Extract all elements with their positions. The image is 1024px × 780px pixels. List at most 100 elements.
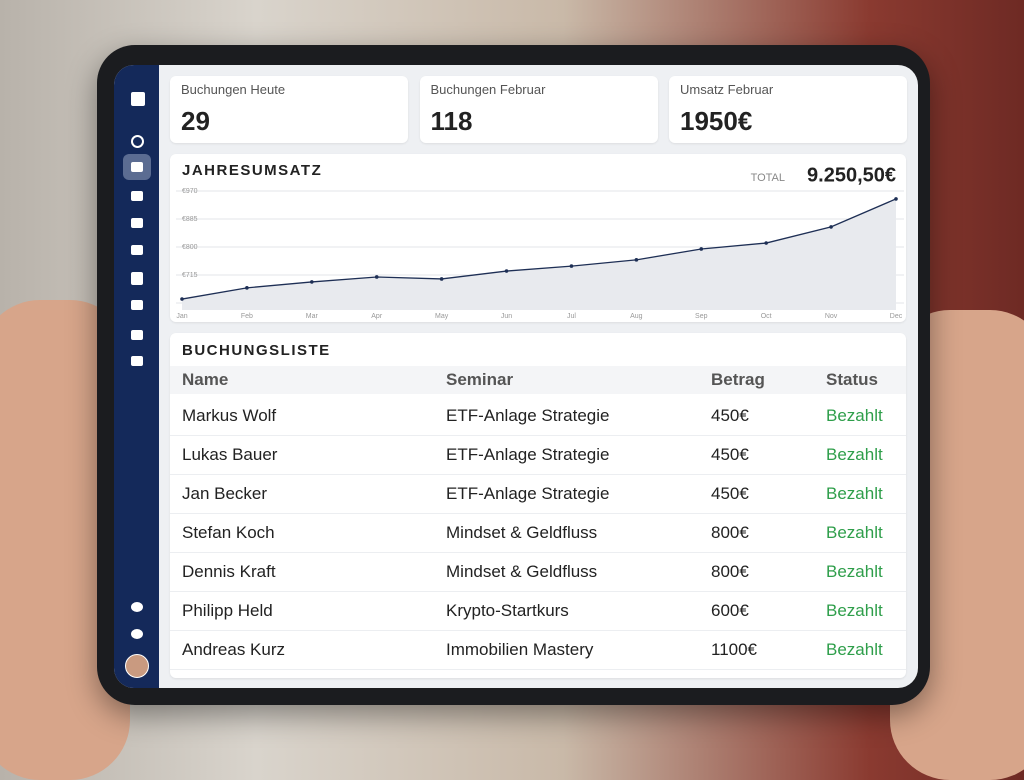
point xyxy=(439,277,444,281)
cell: Andreas Kurz xyxy=(182,640,285,659)
point xyxy=(504,269,509,273)
x-tick-label: Apr xyxy=(371,313,383,320)
status: Bezahlt xyxy=(826,601,883,620)
cell: Krypto-Startkurs xyxy=(446,601,569,620)
cell: Mindset & Geldfluss xyxy=(446,523,598,542)
table-title: BUCHUNGSLISTE xyxy=(182,342,331,359)
y-tick-label: €715 xyxy=(182,272,198,279)
y-tick-label: €970 xyxy=(182,188,198,195)
row-divider xyxy=(170,669,906,670)
cell: Stefan Koch xyxy=(182,523,275,542)
row-divider xyxy=(170,435,906,436)
cell: 450€ xyxy=(711,406,749,425)
cell: Markus Wolf xyxy=(182,406,277,425)
x-tick-label: Jun xyxy=(501,313,512,320)
cell: 600€ xyxy=(711,601,749,620)
x-tick-label: Mar xyxy=(306,313,319,320)
status: Bezahlt xyxy=(826,523,883,542)
cell: Dennis Kraft xyxy=(182,562,276,581)
cell: Jan Becker xyxy=(182,484,268,503)
x-tick-label: Dec xyxy=(890,313,903,320)
stat-value: 1950€ xyxy=(680,106,753,136)
stat-value: 29 xyxy=(181,106,210,136)
user-icon[interactable] xyxy=(131,191,143,201)
logo[interactable] xyxy=(131,92,145,106)
total-value: 9.250,50€ xyxy=(807,164,896,186)
invoice-icon[interactable] xyxy=(131,272,143,285)
column-header: Betrag xyxy=(711,370,765,389)
home-icon[interactable] xyxy=(123,154,151,180)
status: Bezahlt xyxy=(826,640,883,659)
point xyxy=(829,225,833,229)
point xyxy=(180,297,184,301)
point xyxy=(374,275,379,279)
column-header: Name xyxy=(182,370,229,389)
row-divider xyxy=(170,630,906,631)
y-tick-label: €885 xyxy=(182,216,198,223)
ticket-icon[interactable] xyxy=(131,218,143,228)
x-tick-label: Jul xyxy=(567,313,576,320)
row-divider xyxy=(170,513,906,514)
x-tick-label: Nov xyxy=(825,313,838,320)
point xyxy=(699,247,704,251)
cell: Mindset & Geldfluss xyxy=(446,562,598,581)
stat-label: Buchungen Februar xyxy=(430,82,546,97)
x-tick-label: Feb xyxy=(241,313,253,320)
help-icon[interactable] xyxy=(131,629,143,639)
status: Bezahlt xyxy=(826,484,883,503)
status: Bezahlt xyxy=(826,562,883,581)
stat-label: Umsatz Februar xyxy=(680,82,774,97)
mail-icon[interactable] xyxy=(131,245,143,255)
status: Bezahlt xyxy=(826,406,883,425)
x-tick-label: Sep xyxy=(695,313,708,320)
cell: ETF-Anlage Strategie xyxy=(446,445,610,464)
cell: 800€ xyxy=(711,562,749,581)
line xyxy=(181,198,897,300)
stat-value: 118 xyxy=(430,106,473,136)
row-divider xyxy=(170,552,906,553)
area xyxy=(182,198,896,310)
sidebar xyxy=(114,65,159,688)
stat-card: Buchungen Februar 118 xyxy=(419,76,658,143)
bank-icon[interactable] xyxy=(131,330,143,340)
column-header: Status xyxy=(826,370,878,389)
cell: Lukas Bauer xyxy=(182,445,278,464)
y-tick-label: €800 xyxy=(182,244,198,251)
row-divider xyxy=(170,474,906,475)
point xyxy=(634,258,639,262)
x-tick-label: May xyxy=(435,313,449,320)
stat-card: Buchungen Heute 29 xyxy=(170,76,408,143)
search-icon[interactable] xyxy=(131,135,144,148)
row-divider xyxy=(170,591,906,592)
cell: 450€ xyxy=(711,445,749,464)
cell: Philipp Held xyxy=(182,601,273,620)
x-tick-label: Aug xyxy=(630,313,643,320)
table-header-bg xyxy=(170,366,906,394)
column-header: Seminar xyxy=(446,370,514,389)
x-tick-label: Jan xyxy=(176,313,187,320)
money-icon[interactable] xyxy=(131,300,143,310)
point xyxy=(764,241,768,245)
table-card xyxy=(170,333,906,678)
total-label: TOTAL xyxy=(751,172,785,184)
stat-card: Umsatz Februar 1950€ xyxy=(669,76,907,143)
point xyxy=(894,197,898,201)
avatar[interactable] xyxy=(125,654,149,678)
cell: ETF-Anlage Strategie xyxy=(446,484,610,503)
stat-label: Buchungen Heute xyxy=(181,82,286,97)
cell: 450€ xyxy=(711,484,749,503)
tag-icon[interactable] xyxy=(131,356,143,366)
cell: ETF-Anlage Strategie xyxy=(446,406,610,425)
point xyxy=(310,280,314,284)
status: Bezahlt xyxy=(826,445,883,464)
point xyxy=(569,264,574,268)
cell: Immobilien Mastery xyxy=(446,640,594,659)
point xyxy=(245,286,249,290)
settings-icon[interactable] xyxy=(131,602,143,612)
x-tick-label: Oct xyxy=(761,313,772,320)
cell: 1100€ xyxy=(711,640,758,659)
cell: 800€ xyxy=(711,523,749,542)
chart-title: JAHRESUMSATZ xyxy=(182,162,322,179)
